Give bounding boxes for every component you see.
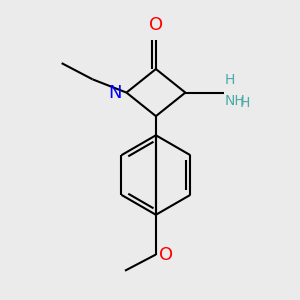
Text: NH: NH [225,94,246,108]
Text: H: H [240,95,250,110]
Text: H: H [225,73,236,87]
Text: O: O [149,16,163,34]
Text: O: O [159,245,173,263]
Text: N: N [109,84,122,102]
Text: O: O [159,245,173,263]
